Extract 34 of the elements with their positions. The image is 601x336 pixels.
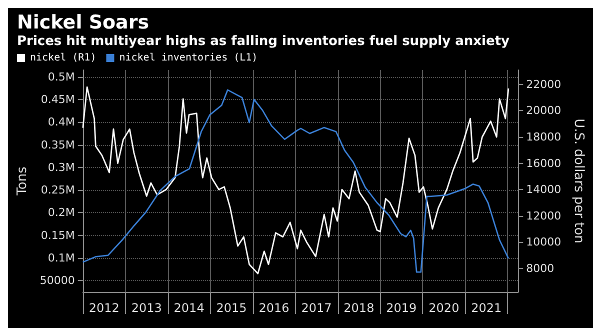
y2-tick-label: 10000	[526, 236, 562, 249]
y-tick-label: 0.15M	[40, 228, 75, 242]
x-tick-label: 2015	[216, 301, 247, 315]
x-tick-label: 2012	[88, 301, 120, 315]
chart-subtitle: Prices hit multiyear highs as falling inventories fuel supply anxiety	[17, 34, 510, 49]
y-tick-label: 0.1M	[48, 252, 75, 265]
y-tick-label: 50000	[40, 274, 75, 288]
x-tick-label: 2020	[428, 301, 460, 315]
y-tick-label: 0.2M	[48, 206, 75, 220]
x-tick-label: 2018	[344, 301, 374, 315]
y-tick-label: 0.4M	[48, 116, 75, 129]
x-tick-label: 2014	[174, 301, 204, 315]
y2-tick-label: 8000	[526, 262, 554, 275]
legend-label: nickel inventories (L1)	[119, 52, 258, 64]
chart-title: Nickel Soars	[17, 12, 150, 34]
y2-tick-label: 22000	[526, 78, 562, 91]
legend-label: nickel (R1)	[30, 52, 96, 64]
y-tick-label: 0.5M	[48, 70, 75, 84]
y-tick-label: 0.35M	[40, 138, 75, 152]
x-tick-label: 2013	[131, 301, 162, 315]
y2-tick-label: 12000	[526, 209, 562, 222]
x-tick-label: 2017	[301, 301, 332, 315]
y-tick-label: 0.45M	[40, 92, 75, 106]
y2-tick-label: 14000	[526, 183, 562, 196]
y2-tick-label: 20000	[526, 104, 562, 118]
y2-axis-title: U.S. dollars per ton	[571, 118, 586, 244]
y-axis-title: Tons	[15, 166, 30, 196]
x-tick-label: 2021	[471, 301, 502, 315]
y2-tick-label: 18000	[526, 130, 562, 144]
y-tick-label: 0.3M	[48, 160, 75, 174]
x-tick-label: 2019	[386, 301, 417, 315]
x-tick-label: 2016	[258, 301, 290, 315]
y-tick-label: 0.25M	[40, 184, 75, 197]
y2-tick-label: 16000	[526, 156, 562, 170]
